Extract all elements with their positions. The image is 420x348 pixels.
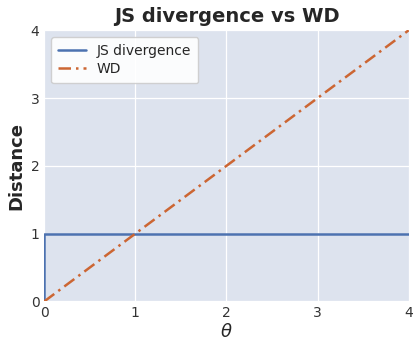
WD [42,299,47,303]
X-axis label: $\theta$: $\theta$ [220,323,233,341]
Line: WD: WD [44,30,409,301]
WD [397,35,402,39]
JS divergence [42,231,47,236]
Title: JS divergence vs WD: JS divergence vs WD [114,7,339,26]
WD [217,169,222,173]
WD [341,77,346,81]
WD [239,153,244,157]
Legend: JS divergence, WD: JS divergence, WD [51,37,198,83]
WD [215,171,220,175]
WD [406,28,411,32]
Y-axis label: Distance: Distance [7,122,25,210]
JS divergence [406,231,411,236]
Line: JS divergence: JS divergence [44,234,409,301]
JS divergence [42,299,47,303]
WD [259,138,264,142]
